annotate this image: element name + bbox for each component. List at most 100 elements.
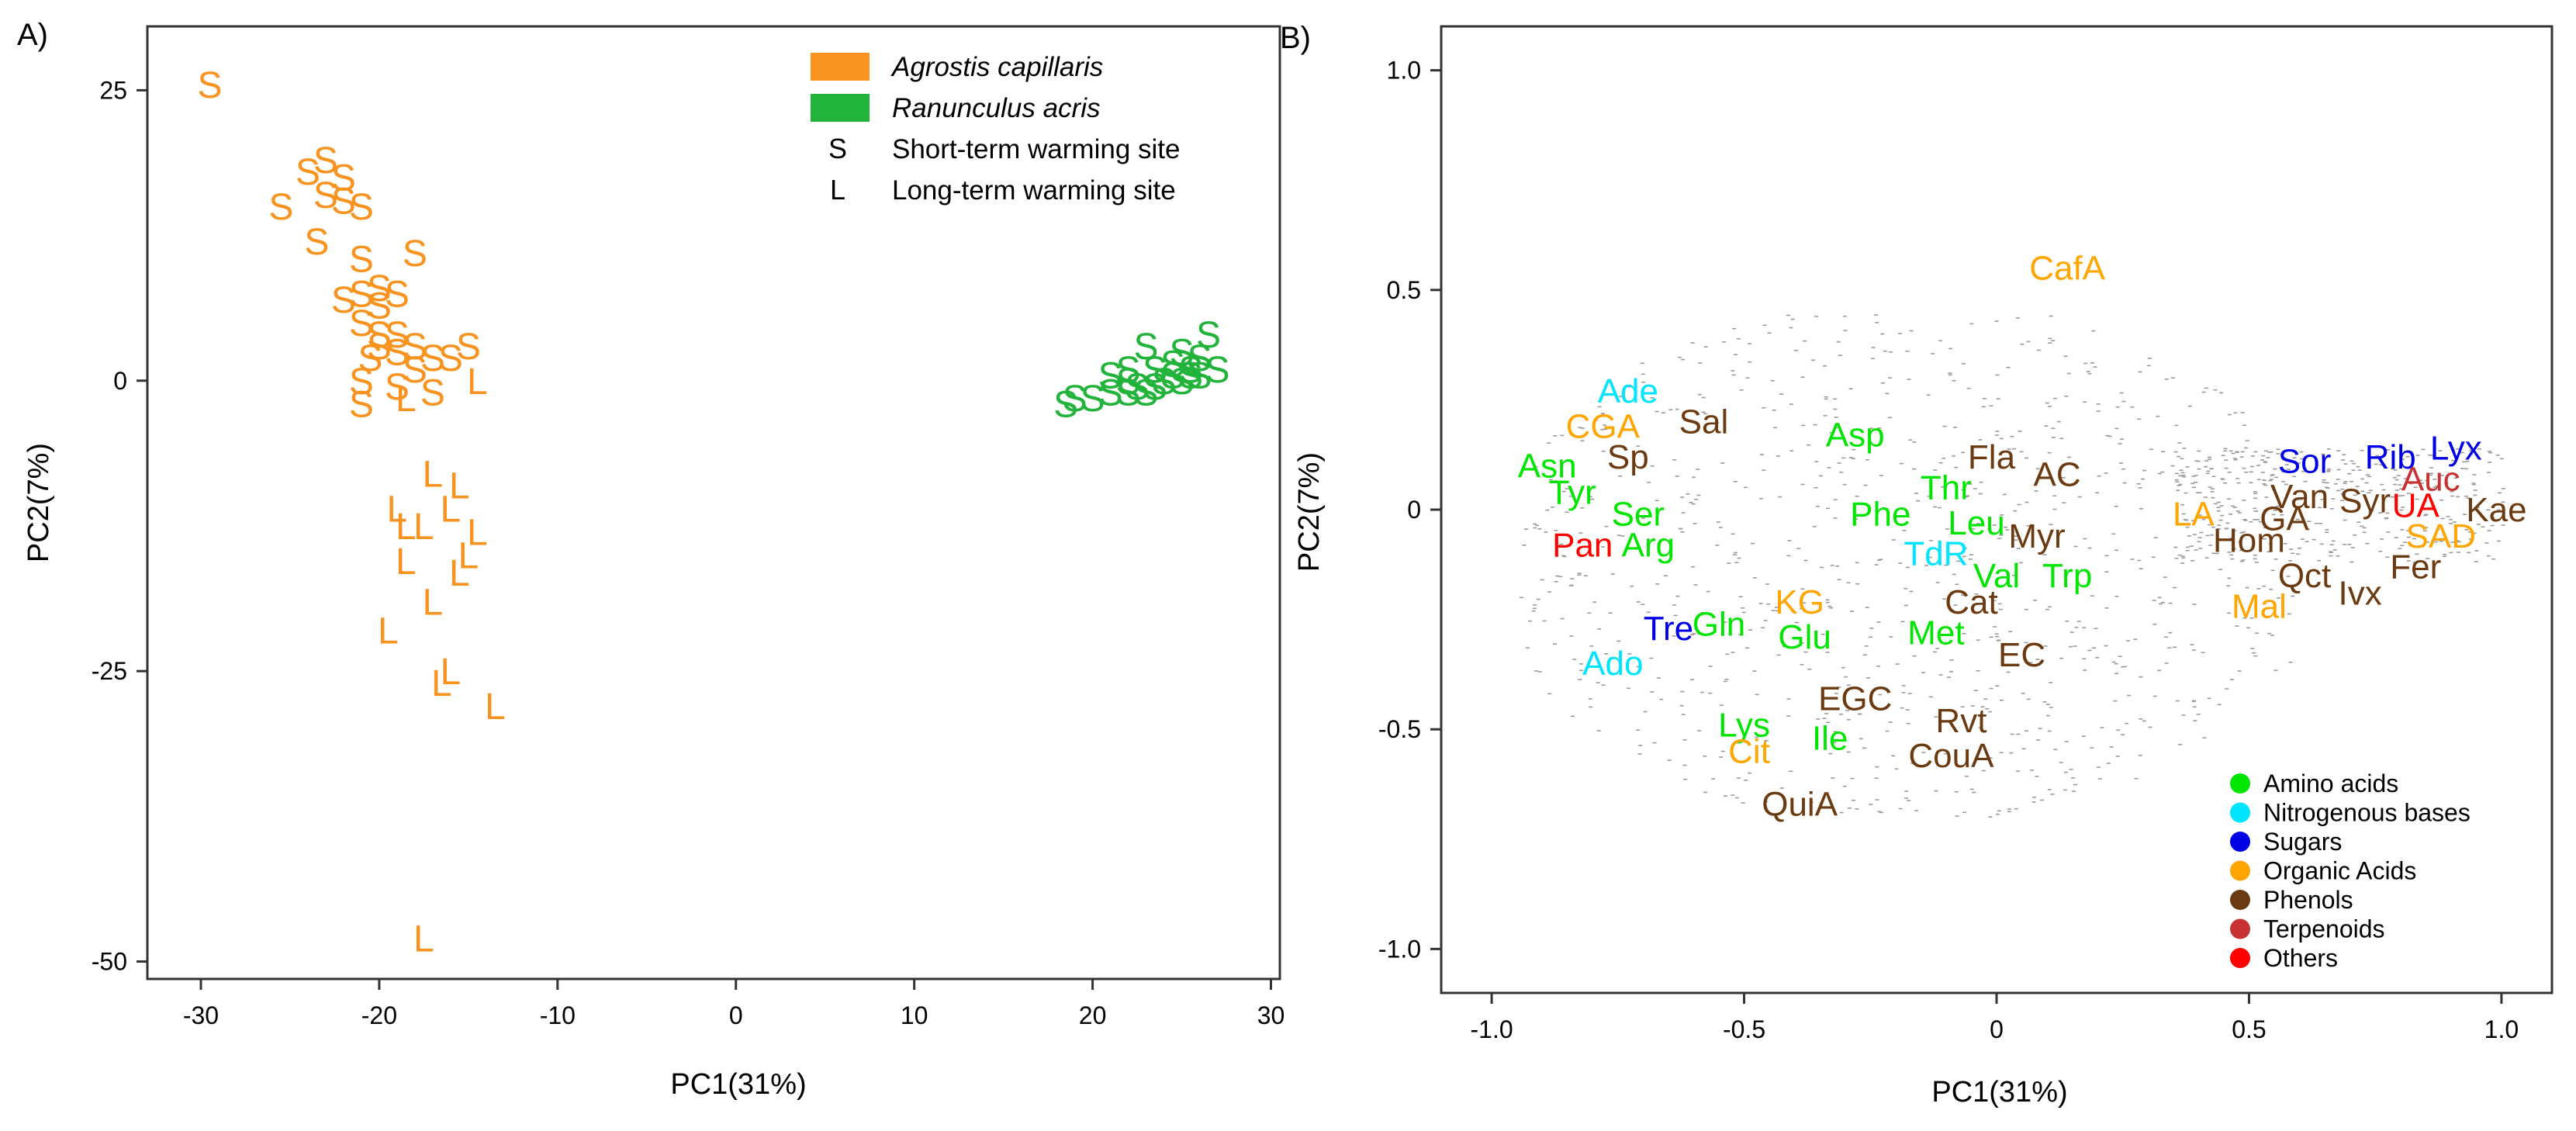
panel-b-metabolite-label: Sor	[2278, 443, 2331, 481]
panel-b-metabolite-label: Rib	[2365, 438, 2416, 476]
panel-a-point: S	[420, 338, 445, 379]
panel-a-point: S	[1134, 327, 1159, 368]
panel-b-variable-cloud	[1519, 314, 2505, 818]
panel-b-y-tick-label: 1.0	[1387, 57, 1421, 85]
panel-a-point: S	[268, 187, 293, 228]
panel-a-point: S	[1098, 373, 1123, 414]
panel-a-point: S	[331, 182, 356, 223]
panel-b-metabolite-label: Tre	[1644, 610, 1693, 648]
panel-a-point: S	[1116, 350, 1141, 391]
panel-a-legend: Agrostis capillaris Ranunculus acris S Shor…	[811, 52, 1180, 206]
panel-b-legend-label: Others	[2263, 944, 2338, 972]
panel-b-y-tick-label: 0	[1407, 496, 1421, 524]
panel-b-metabolite-label: Ado	[1582, 645, 1643, 683]
panel-b-legend-label: Amino acids	[2263, 770, 2398, 797]
panel-a-point: S	[1143, 367, 1167, 408]
panel-a-point: L	[396, 379, 417, 420]
panel-b-metabolite-label: EGC	[1818, 680, 1892, 718]
panel-a-point: L	[467, 361, 488, 403]
panel-a-point: S	[349, 385, 374, 426]
panel-a-y-tick-label: 25	[99, 76, 127, 104]
panel-a-legend-label: Long-term warming site	[892, 175, 1176, 206]
panel-a-point: L	[458, 535, 479, 576]
panel-a-legend-label: Agrostis capillaris	[890, 52, 1103, 82]
panel-b: B) -1.0 -0.5 0 0.5 1.0 1.0 0.5 0 -0.5 -1.0 CafA Ad…	[1280, 21, 2554, 1109]
panel-b-metabolite-label: SAD	[2406, 517, 2476, 555]
panel-a-point: L	[413, 507, 434, 548]
panel-b-metabolite-label: Sp	[1607, 438, 1649, 476]
panel-a-point: S	[1116, 361, 1141, 403]
panel-a-point: S	[1063, 379, 1087, 420]
panel-a-legend-glyph: S	[828, 133, 847, 164]
panel-b-y-tick-label: -0.5	[1378, 715, 1421, 743]
panel-a-y-axis-label: PC2(7%)	[22, 443, 55, 562]
panel-b-x-axis-label: PC1(31%)	[1931, 1076, 2067, 1109]
panel-a-point: S	[1125, 367, 1150, 408]
panel-b-legend-dot	[2230, 802, 2250, 823]
panel-a-point: S	[1196, 315, 1221, 356]
panel-b-metabolite-label: EC	[1998, 636, 2045, 674]
panel-a-x-tick-label: -30	[183, 1001, 219, 1029]
panel-a-point: L	[396, 507, 417, 548]
panel-a-legend-label: Short-term warming site	[892, 134, 1180, 164]
panel-b-metabolite-label: Ile	[1812, 720, 1848, 758]
panel-a-point: S	[367, 285, 392, 327]
panel-a-ticks: -30 -20 -10 0 10 20 30 25 0 -25 -50	[92, 76, 1285, 1029]
panel-b-metabolite-label: Pan	[1552, 526, 1613, 564]
panel-a-point: S	[367, 268, 392, 310]
panel-b-metabolite-label: Glu	[1778, 618, 1831, 656]
panel-b-metabolite-label: Phe	[1850, 496, 1910, 534]
panel-a-point: S	[349, 303, 374, 344]
panel-a-legend-label: Ranunculus acris	[892, 93, 1100, 123]
panel-b-metabolite-label: Met	[1907, 614, 1964, 652]
panel-a-point: S	[1152, 361, 1177, 403]
panel-b-metabolite-label: CGA	[1566, 407, 1641, 445]
panel-b-metabolite-label: Ivx	[2339, 575, 2382, 613]
panel-b-metabolite-label: Tyr	[1549, 473, 1596, 511]
panel-a-point: S	[438, 338, 463, 379]
panel-a-point: S	[1160, 344, 1185, 385]
panel-b-legend-label: Terpenoids	[2263, 915, 2385, 943]
panel-b-metabolite-label: Trp	[2042, 557, 2092, 595]
panel-a-point: S	[304, 222, 329, 263]
panel-a-legend-swatch	[811, 94, 870, 122]
panel-a-x-tick-label: 20	[1079, 1001, 1107, 1029]
panel-b-legend-label: Sugars	[2263, 828, 2342, 856]
panel-a-point: L	[431, 663, 452, 704]
panel-b-metabolite-label: Fla	[1968, 438, 2016, 476]
panel-b-metabolite-label: CafA	[2029, 250, 2105, 288]
panel-b-metabolite-label: Kae	[2466, 491, 2526, 529]
panel-a-point: L	[413, 919, 434, 960]
panel-a-point: L	[423, 582, 444, 623]
panel-a-point: S	[349, 187, 374, 228]
panel-b-legend-dot	[2230, 860, 2250, 881]
panel-b-legend-dot	[2230, 773, 2250, 794]
panel-b-metabolite-label: TdR	[1903, 535, 1968, 573]
panel-b-y-tick-label: -1.0	[1378, 935, 1421, 963]
panel-b-x-tick-label: 0	[1990, 1015, 2004, 1043]
panel-a-point: L	[423, 455, 444, 496]
panel-b-x-tick-label: -1.0	[1471, 1015, 1513, 1043]
panel-a-point: S	[1188, 355, 1212, 396]
panel-a-point: L	[467, 512, 488, 553]
panel-a-point: S	[1053, 385, 1078, 426]
panel-b-metabolite-label: Lys	[1718, 707, 1770, 745]
panel-a-point: S	[456, 327, 481, 368]
panel-a-point: S	[331, 280, 356, 321]
panel-b-metabolite-label: Rvt	[1935, 702, 1986, 740]
panel-b-metabolite-label: Arg	[1622, 526, 1675, 564]
panel-a-x-tick-label: 0	[729, 1001, 743, 1029]
panel-b-x-tick-label: -0.5	[1723, 1015, 1765, 1043]
panel-a-point: S	[1170, 332, 1195, 373]
panel-a-point: S	[313, 140, 338, 182]
panel-a-point: S	[349, 274, 374, 315]
panel-a-y-tick-label: -50	[92, 948, 127, 976]
panel-a-point: S	[1116, 373, 1141, 414]
panel-b-legend-dot	[2230, 948, 2250, 968]
panel-a-point: S	[403, 350, 427, 391]
panel-b-metabolite-label: Mal	[2232, 588, 2287, 626]
panel-b-metabolite-label: Myr	[2008, 517, 2065, 555]
panel-b-metabolite-label: Van	[2270, 478, 2329, 516]
